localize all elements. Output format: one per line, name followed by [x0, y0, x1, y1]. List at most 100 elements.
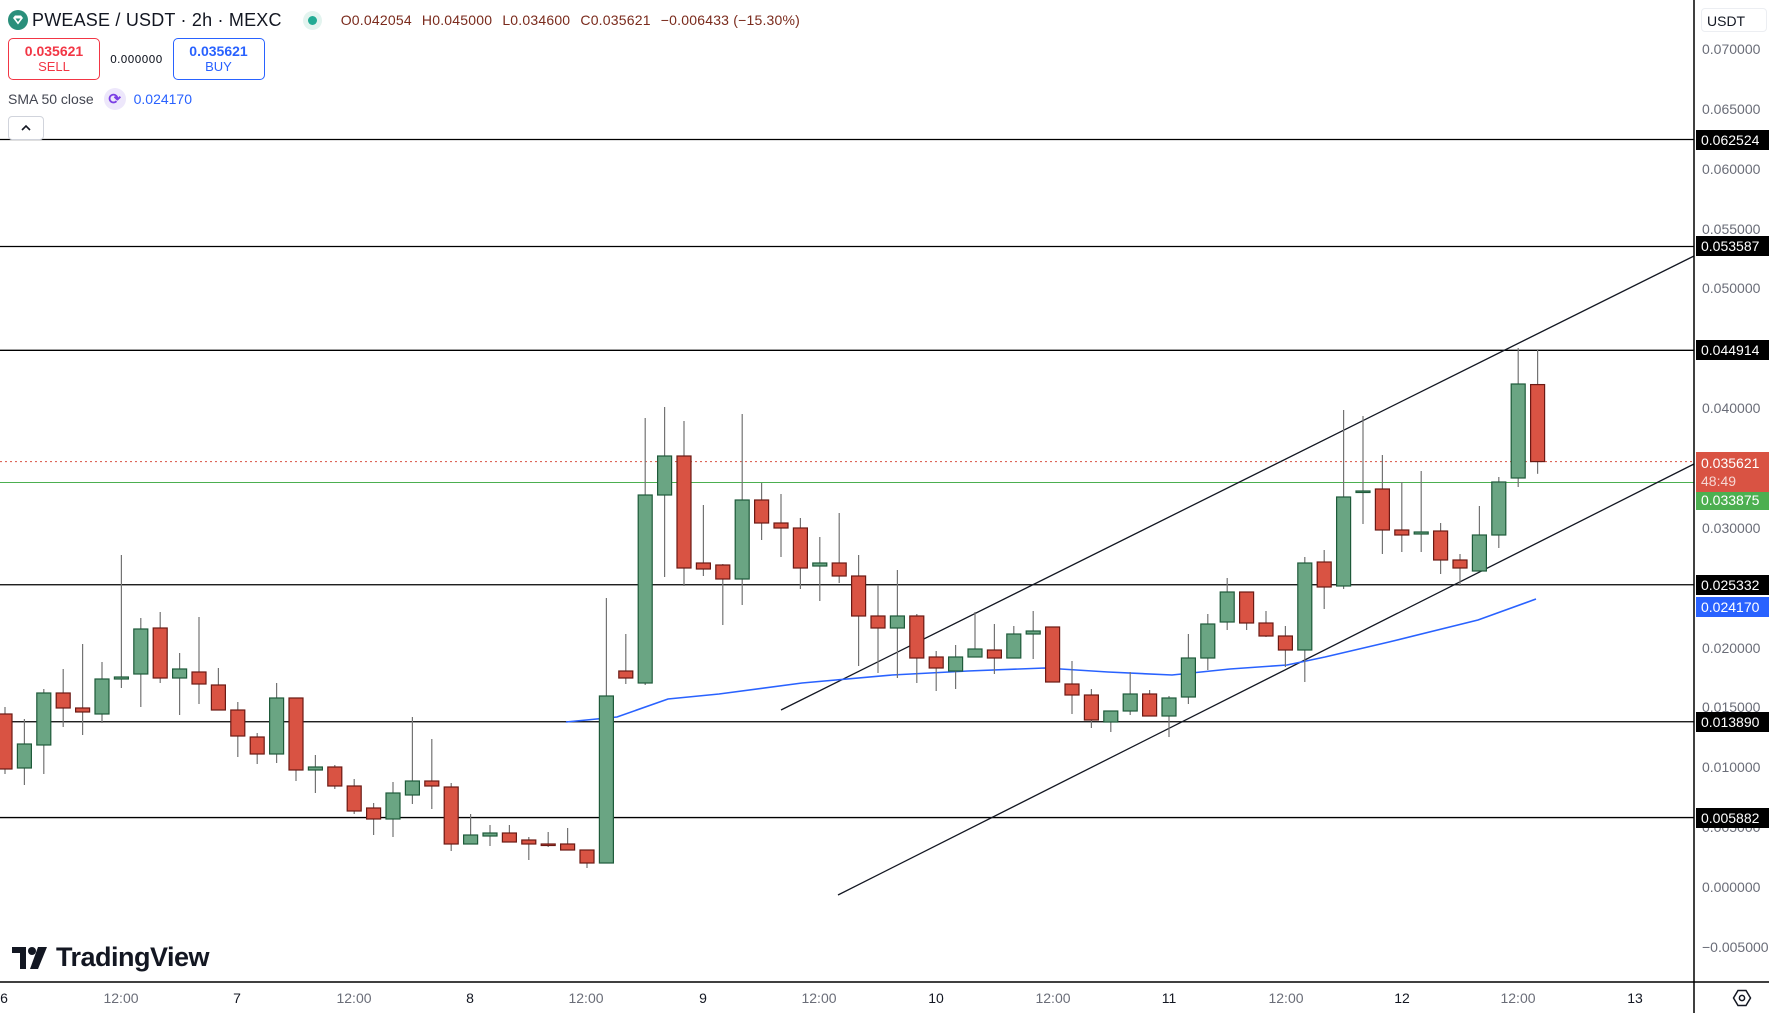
candle[interactable]	[230, 701, 246, 758]
candle[interactable]	[482, 824, 498, 846]
candle[interactable]	[967, 611, 983, 658]
candle[interactable]	[753, 482, 770, 541]
candle[interactable]	[210, 667, 226, 711]
candle[interactable]	[1258, 611, 1274, 638]
candle[interactable]	[812, 536, 828, 601]
candle[interactable]	[424, 738, 440, 810]
ohlc-values: O0.042054 H0.045000 L0.034600 C0.035621 …	[341, 12, 806, 28]
candle[interactable]	[618, 633, 634, 685]
candle[interactable]	[1297, 557, 1313, 683]
candle[interactable]	[1219, 577, 1235, 631]
candle[interactable]	[947, 645, 964, 689]
candle[interactable]	[1374, 454, 1391, 554]
candle[interactable]	[1025, 611, 1041, 660]
candle[interactable]	[1044, 626, 1061, 683]
candle[interactable]	[1355, 415, 1371, 524]
candle[interactable]	[36, 688, 52, 775]
candle[interactable]	[1335, 409, 1352, 590]
candle[interactable]	[1122, 671, 1138, 715]
candle[interactable]	[269, 682, 285, 763]
candle-body-down	[1394, 529, 1410, 536]
price-level-tag: 0.062524	[1696, 130, 1769, 150]
sell-button[interactable]: 0.035621 SELL	[8, 38, 100, 80]
candle[interactable]	[773, 493, 789, 558]
candle[interactable]	[1200, 613, 1216, 670]
candle[interactable]	[1180, 633, 1197, 704]
candle-body-down	[1044, 626, 1061, 683]
candle[interactable]	[734, 413, 750, 606]
candle[interactable]	[870, 585, 886, 674]
candle[interactable]	[598, 598, 615, 864]
candle[interactable]	[1238, 591, 1255, 631]
time-tick-label: 9	[699, 990, 707, 1006]
currency-selector[interactable]: USDT	[1701, 8, 1767, 32]
candle[interactable]	[249, 732, 265, 765]
candle[interactable]	[1529, 349, 1546, 474]
candle[interactable]	[463, 813, 479, 845]
candle[interactable]	[1316, 549, 1332, 610]
candle[interactable]	[559, 828, 576, 851]
candle-body-up	[1122, 693, 1138, 712]
candle[interactable]	[1452, 553, 1468, 586]
candle[interactable]	[1141, 689, 1158, 717]
candle[interactable]	[1083, 688, 1100, 728]
candle[interactable]	[637, 417, 653, 685]
candle[interactable]	[346, 779, 362, 814]
candle-body-down	[191, 671, 207, 685]
candle[interactable]	[695, 504, 712, 576]
buy-button[interactable]: 0.035621 BUY	[172, 38, 265, 80]
candle[interactable]	[152, 611, 168, 683]
candle[interactable]	[1413, 471, 1429, 552]
indicator-row[interactable]: SMA 50 close ⟳ 0.024170	[8, 88, 806, 110]
candle[interactable]	[327, 764, 343, 789]
candle[interactable]	[55, 668, 71, 727]
price-level-tag: 0.053587	[1696, 236, 1769, 256]
candle[interactable]	[172, 652, 188, 715]
candle[interactable]	[385, 781, 401, 838]
candle[interactable]	[909, 613, 925, 683]
candle[interactable]	[1394, 482, 1410, 552]
candle[interactable]	[1103, 710, 1119, 732]
candle[interactable]	[715, 564, 731, 625]
candle[interactable]	[191, 617, 207, 704]
candle[interactable]	[443, 783, 459, 851]
indicator-label[interactable]: SMA 50 close	[8, 91, 94, 107]
candle[interactable]	[850, 555, 867, 666]
candle[interactable]	[540, 831, 556, 847]
candle[interactable]	[1471, 505, 1488, 572]
candle[interactable]	[1006, 626, 1022, 659]
candle[interactable]	[0, 706, 13, 775]
candle[interactable]	[74, 643, 91, 735]
candle[interactable]	[579, 849, 595, 868]
market-open-dot-icon[interactable]	[307, 15, 317, 25]
candle[interactable]	[16, 718, 32, 786]
candle[interactable]	[986, 624, 1003, 674]
candle[interactable]	[1510, 348, 1526, 487]
candle[interactable]	[1277, 626, 1294, 668]
candle[interactable]	[113, 555, 130, 689]
symbol-title[interactable]: PWEASE / USDT · 2h · MEXC	[32, 9, 282, 30]
candle[interactable]	[928, 650, 944, 691]
candle[interactable]	[404, 716, 420, 804]
candle[interactable]	[307, 755, 323, 793]
candle[interactable]	[792, 518, 809, 590]
settings-hexagon-icon[interactable]	[1732, 988, 1752, 1008]
candle[interactable]	[1432, 523, 1449, 575]
candle[interactable]	[889, 570, 906, 679]
candle[interactable]	[831, 512, 847, 584]
candle-body-up	[482, 832, 498, 837]
candle[interactable]	[1064, 660, 1080, 715]
candle[interactable]	[1161, 695, 1177, 737]
candle[interactable]	[676, 420, 692, 586]
candle[interactable]	[94, 661, 110, 723]
candle[interactable]	[501, 824, 517, 843]
tradingview-logo[interactable]: TradingView	[12, 942, 210, 973]
candle[interactable]	[366, 803, 382, 836]
candle[interactable]	[521, 837, 537, 860]
collapse-legend-button[interactable]	[8, 116, 44, 140]
candle[interactable]	[656, 407, 673, 577]
candle[interactable]	[133, 617, 149, 707]
candle[interactable]	[1491, 476, 1507, 548]
candle[interactable]	[288, 697, 304, 782]
